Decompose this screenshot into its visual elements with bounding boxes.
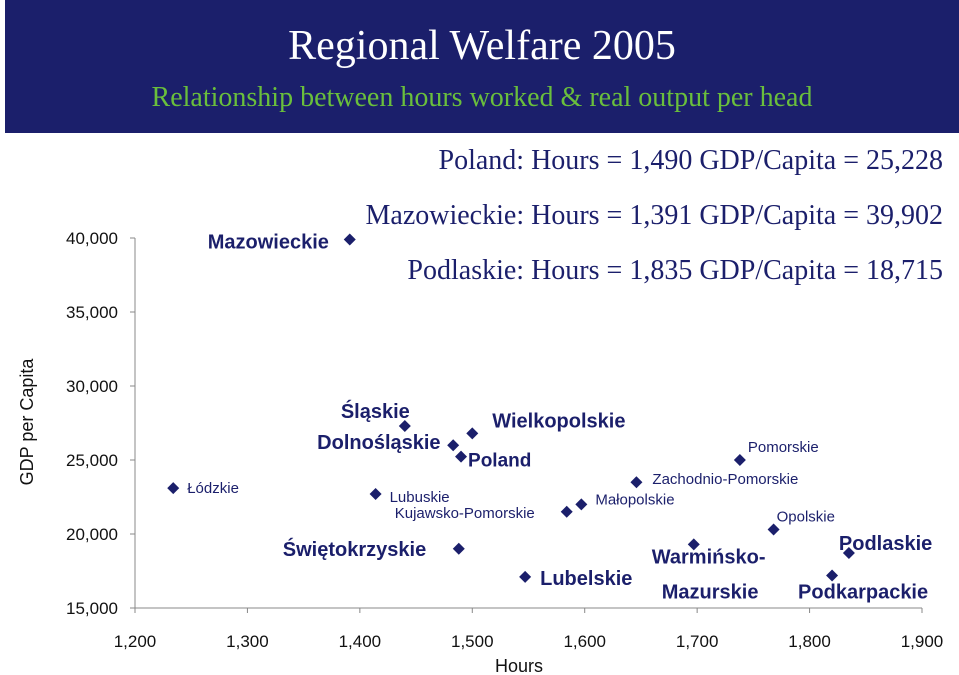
y-axis-title: GDP per Capita <box>17 358 37 486</box>
x-tick-label: 1,300 <box>226 632 269 651</box>
point-opolskie <box>767 523 780 536</box>
chart-subtitle: Relationship between hours worked & real… <box>151 82 813 113</box>
point-zachodnio-pomorskie <box>630 476 643 489</box>
point-podlaskie <box>842 547 855 560</box>
point-warminsko-mazurskie <box>687 538 700 551</box>
x-tick-label: 1,500 <box>451 632 494 651</box>
label-wielkopolskie: Wielkopolskie <box>492 410 625 432</box>
point-malopolskie <box>575 498 588 511</box>
note-poland: Poland: Hours = 1,490 GDP/Capita = 25,22… <box>438 145 943 176</box>
note-podlaskie: Podlaskie: Hours = 1,835 GDP/Capita = 18… <box>407 255 943 286</box>
label-pomorskie: Pomorskie <box>748 439 819 456</box>
point-podkarpackie <box>826 569 839 582</box>
x-tick-label: 1,700 <box>676 632 719 651</box>
y-tick-label: 25,000 <box>66 451 118 470</box>
point-lubuskie <box>369 488 382 501</box>
label-dolnoslaskie: Dolnośląskie <box>317 432 440 454</box>
label-podlaskie: Podlaskie <box>839 533 932 555</box>
point-poland <box>455 450 468 463</box>
y-tick-label: 15,000 <box>66 599 118 618</box>
point-pomorskie <box>733 454 746 466</box>
point-wielkopolskie <box>466 427 479 440</box>
point-kujawsko-pomorskie <box>560 505 573 518</box>
y-tick-label: 40,000 <box>66 229 118 248</box>
y-tick-label: 30,000 <box>66 377 118 396</box>
data-points <box>167 233 855 583</box>
point-lubelskie <box>519 570 532 583</box>
label-podkarpackie: Podkarpackie <box>798 581 928 603</box>
title-banner: Regional Welfare 2005 Relationship betwe… <box>5 0 959 133</box>
x-axis-ticks: 1,200 1,300 1,400 1,500 1,600 1,700 1,800 1,900 <box>114 608 944 651</box>
x-tick-label: 1,900 <box>901 632 944 651</box>
x-tick-label: 1,800 <box>788 632 831 651</box>
label-lodzkie: Łódzkie <box>187 480 239 497</box>
y-axis-ticks: 15,000 20,000 25,000 30,000 35,000 40,000 <box>66 229 135 618</box>
chart-title: Regional Welfare 2005 <box>288 23 676 69</box>
label-zachodnio-pomorskie: Zachodnio-Pomorskie <box>652 471 798 488</box>
label-swietokrzyskie: Świętokrzyskie <box>283 537 426 561</box>
point-mazowieckie <box>343 233 356 246</box>
y-tick-label: 20,000 <box>66 525 118 544</box>
label-opolskie: Opolskie <box>777 509 835 526</box>
point-swietokrzyskie <box>452 542 465 555</box>
label-malopolskie: Małopolskie <box>595 491 674 508</box>
label-lubelskie: Lubelskie <box>540 568 632 590</box>
y-tick-label: 35,000 <box>66 303 118 322</box>
x-tick-label: 1,600 <box>563 632 606 651</box>
label-slaskie: Śląskie <box>341 399 410 423</box>
label-kujawsko-pomorskie: Kujawsko-Pomorskie <box>395 505 535 522</box>
point-lodzkie <box>167 482 180 495</box>
x-tick-label: 1,400 <box>339 632 382 651</box>
label-warminsko-mazurskie: Warmińsko-Mazurskie <box>652 546 766 603</box>
label-mazowieckie: Mazowieckie <box>208 231 329 253</box>
point-dolnoslaskie <box>447 439 460 452</box>
point-slaskie <box>398 419 411 432</box>
point-labels: Mazowieckie Śląskie Dolnośląskie Wielkopols… <box>187 231 932 603</box>
label-poland: Poland <box>468 451 531 472</box>
label-lubuskie: Lubuskie <box>390 489 450 506</box>
note-mazowieckie: Mazowieckie: Hours = 1,391 GDP/Capita = … <box>365 200 944 231</box>
x-tick-label: 1,200 <box>114 632 157 651</box>
x-axis-title: Hours <box>495 656 543 675</box>
